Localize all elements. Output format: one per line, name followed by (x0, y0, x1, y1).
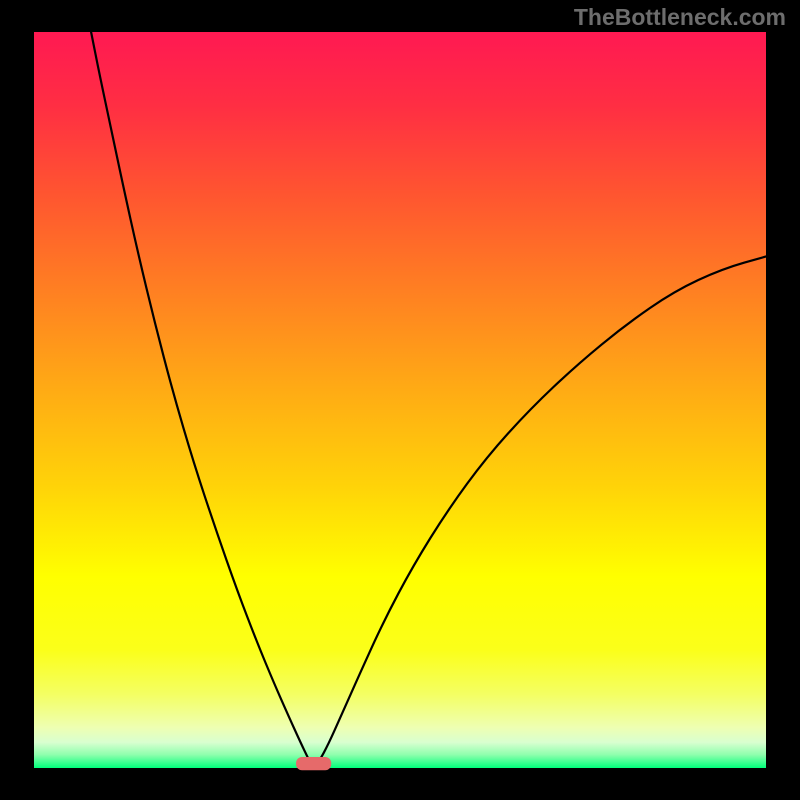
bottleneck-chart (0, 0, 800, 800)
watermark-text: TheBottleneck.com (574, 4, 786, 31)
minimum-marker (296, 757, 331, 770)
plot-background (34, 32, 766, 768)
